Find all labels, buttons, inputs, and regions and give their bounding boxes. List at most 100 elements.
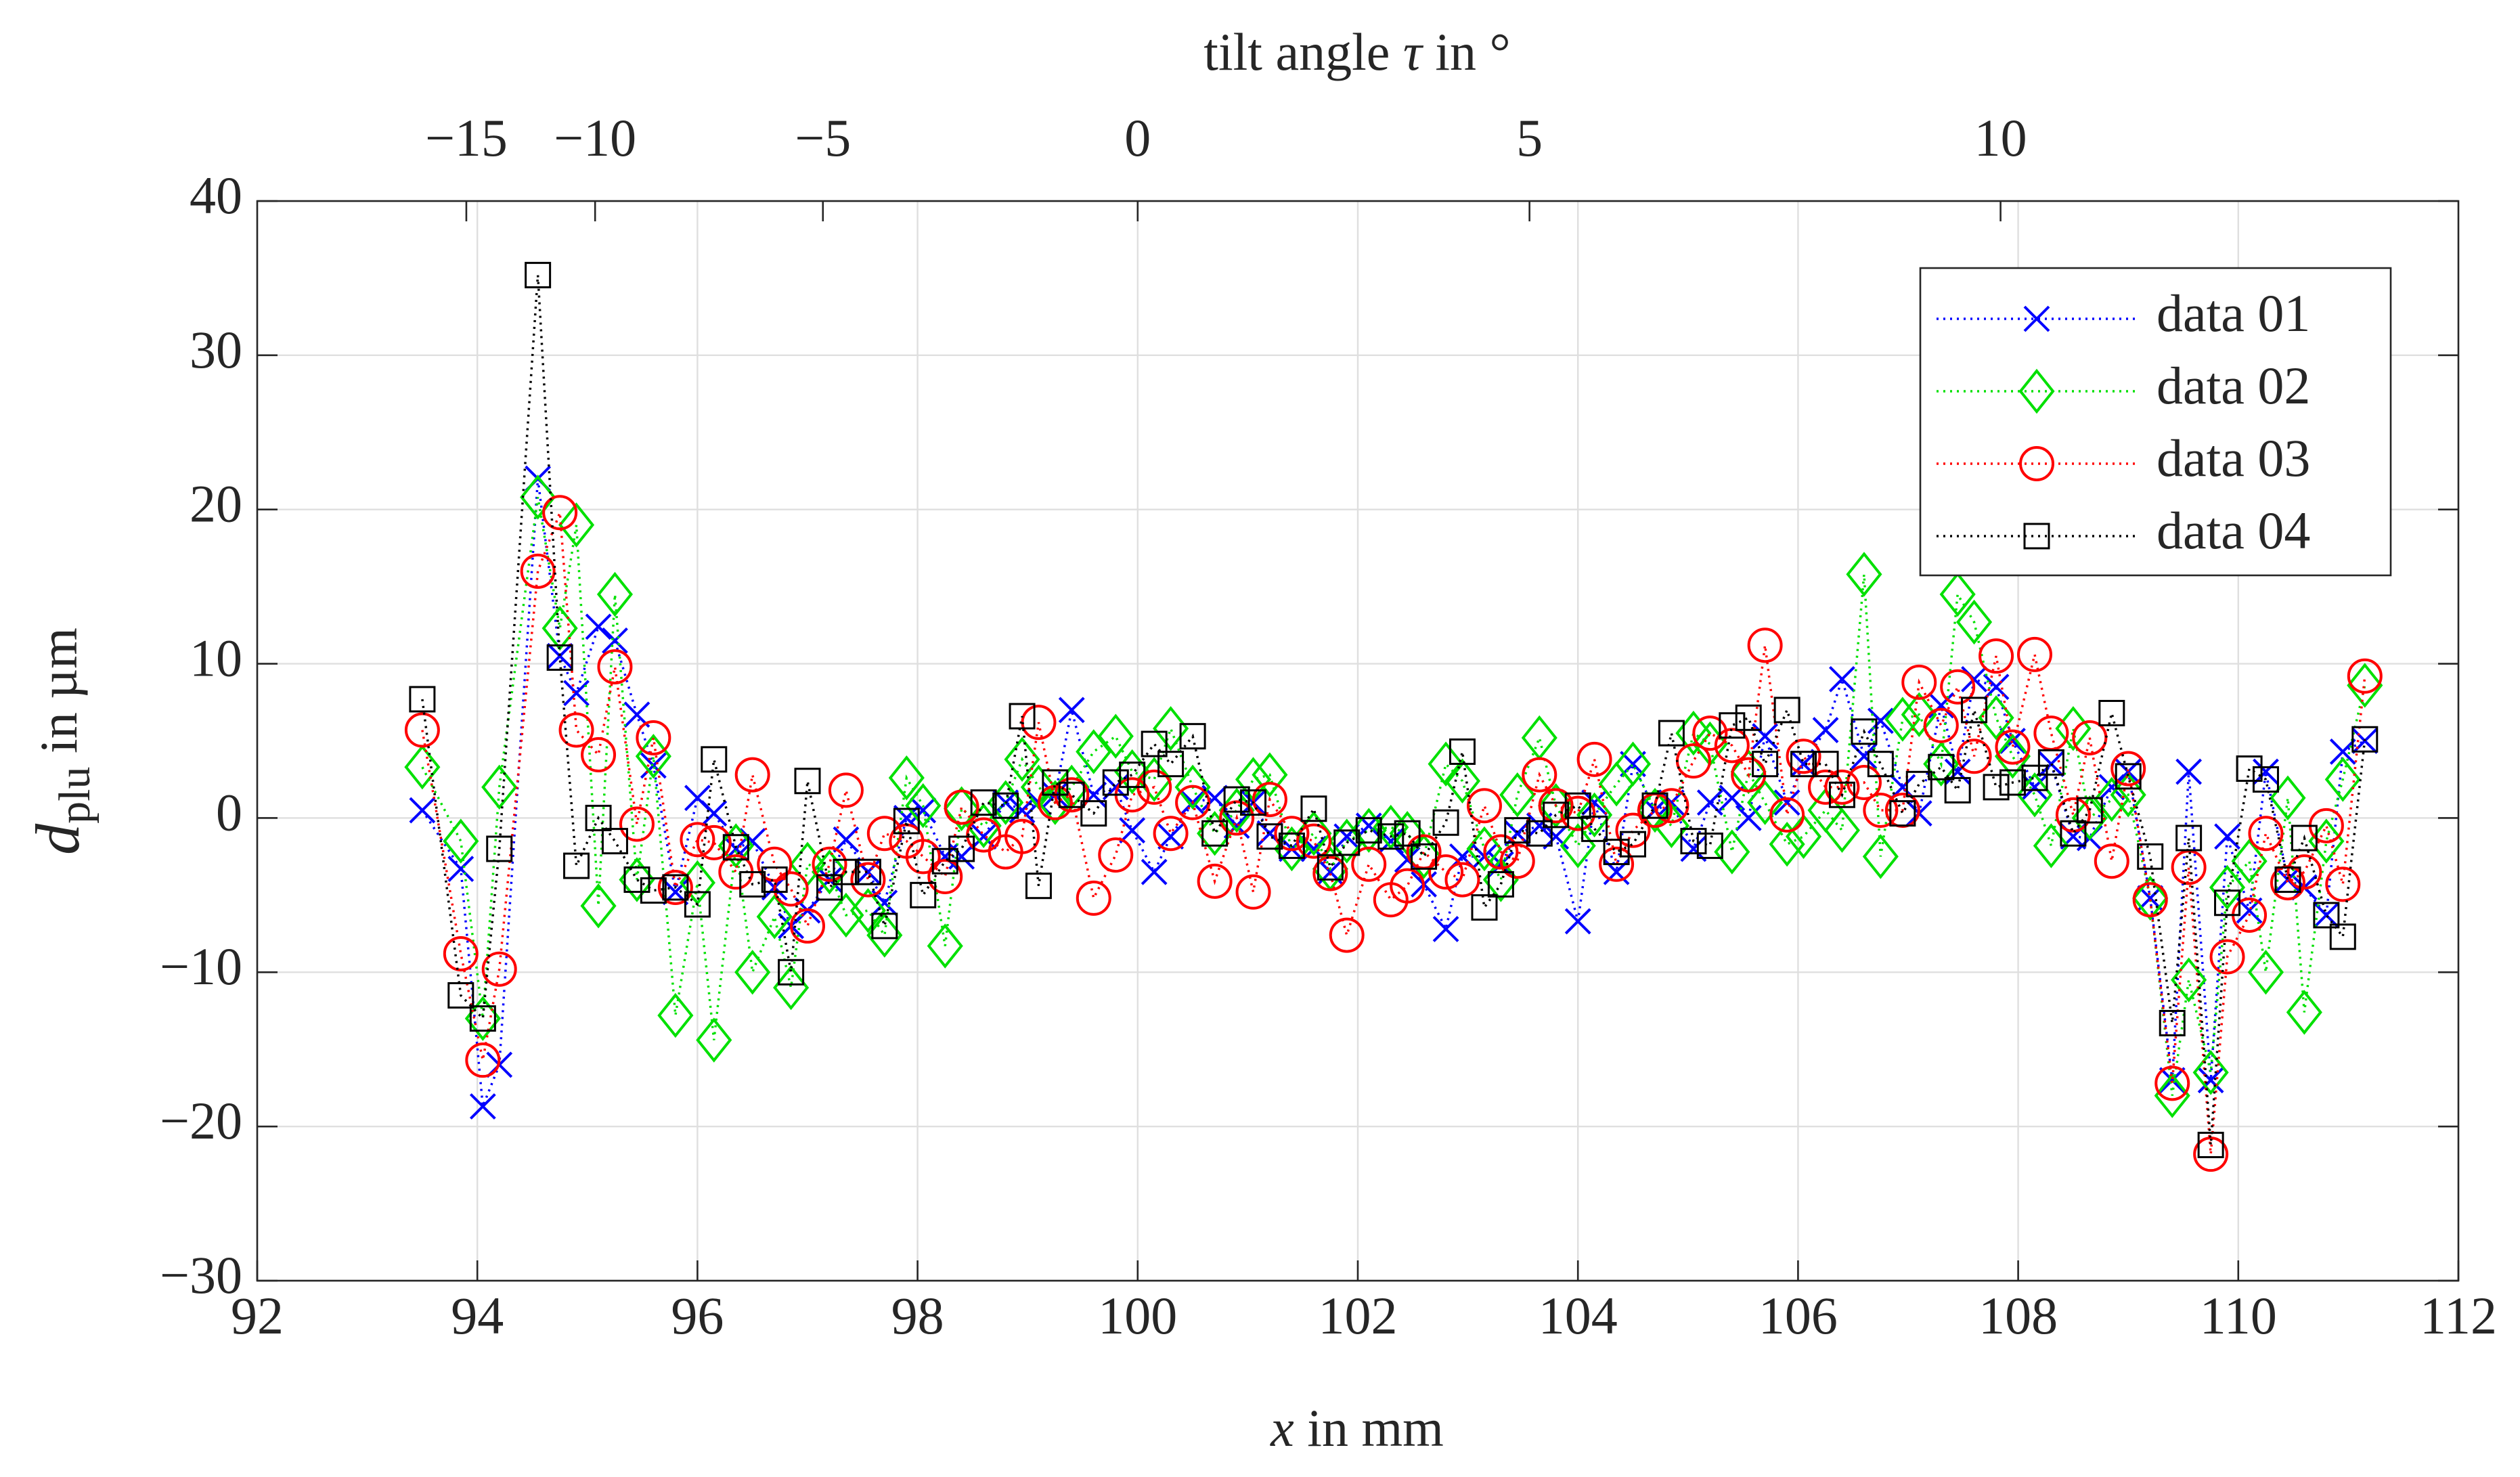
marker-circle: [1538, 788, 1574, 824]
marker-square: [2329, 923, 2356, 950]
marker-diamond: [619, 857, 655, 902]
marker-circle: [1615, 812, 1651, 848]
marker-x: [1696, 789, 1723, 816]
marker-diamond: [905, 782, 942, 829]
marker-square: [1680, 828, 1707, 855]
marker-square: [525, 261, 552, 288]
marker-circle: [2016, 636, 2052, 672]
marker-square: [1300, 795, 1327, 822]
series: [404, 495, 2383, 1172]
marker-square: [2137, 843, 2164, 870]
marker-diamond: [1076, 729, 1112, 774]
marker-square: [1240, 789, 1267, 816]
marker-square: [2023, 523, 2050, 550]
series: [409, 465, 2379, 1120]
marker-diamond: [1939, 571, 1976, 617]
marker-circle: [790, 908, 825, 944]
marker-circle: [1274, 816, 1310, 852]
marker-square: [1719, 712, 1746, 739]
marker-x: [469, 1093, 496, 1120]
marker-circle: [619, 806, 655, 842]
marker-circle: [2347, 658, 2383, 694]
marker-circle: [443, 935, 479, 971]
marker-square: [1119, 762, 1146, 789]
marker-circle: [1769, 797, 1805, 833]
marker-circle: [2072, 720, 2108, 755]
marker-square: [1867, 751, 1894, 778]
marker-diamond: [773, 965, 810, 1011]
marker-x: [1752, 723, 1779, 750]
marker-square: [684, 891, 711, 918]
x-tick-label: 92: [231, 1286, 284, 1345]
marker-square: [1828, 781, 1855, 808]
marker-square: [701, 746, 728, 773]
marker-diamond: [1769, 821, 1805, 867]
marker-circle: [1499, 843, 1535, 879]
marker-square: [2313, 902, 2340, 929]
marker-square: [585, 804, 612, 831]
marker-square: [469, 1005, 496, 1032]
marker-circle: [696, 824, 732, 860]
marker-square: [2197, 1131, 2224, 1158]
marker-diamond: [1955, 599, 1993, 645]
marker-diamond: [1428, 741, 1464, 787]
marker-circle: [2154, 1065, 2190, 1101]
marker-square: [1944, 776, 1971, 803]
marker-diamond: [1004, 736, 1040, 782]
marker-x: [1141, 858, 1168, 885]
marker-x: [910, 797, 937, 824]
marker-diamond: [1521, 715, 1557, 761]
marker-square: [1543, 801, 1570, 829]
marker-circle: [1390, 868, 1425, 904]
marker-square: [1696, 832, 1723, 859]
marker-x: [2329, 738, 2356, 765]
marker-diamond: [635, 734, 671, 779]
marker-square: [447, 982, 474, 1009]
marker-diamond: [580, 883, 617, 929]
marker-diamond: [2132, 875, 2169, 921]
marker-x: [1851, 743, 1878, 770]
marker-square: [1641, 792, 1668, 819]
marker-circle: [1483, 834, 1519, 870]
marker-square: [2037, 749, 2064, 776]
marker-diamond: [849, 887, 886, 933]
marker-square: [546, 644, 573, 671]
marker-diamond: [2231, 839, 2268, 884]
marker-square: [563, 852, 590, 879]
marker-x: [602, 627, 628, 654]
marker-diamond: [1846, 552, 1882, 597]
marker-x: [1119, 817, 1146, 844]
marker-circle: [481, 951, 517, 987]
marker-square: [486, 835, 513, 862]
marker-diamond: [1823, 808, 1861, 853]
marker-diamond: [1747, 780, 1784, 825]
x-tick-label: 110: [2200, 1286, 2277, 1345]
legend-label: data 01: [2157, 284, 2310, 343]
marker-diamond: [1405, 834, 1442, 879]
top-tick-label: 10: [1974, 108, 2027, 167]
marker-square: [2236, 755, 2263, 782]
marker-square: [1773, 697, 1800, 724]
marker-square: [1377, 823, 1405, 850]
marker-circle: [680, 822, 715, 858]
y-tick-label: 20: [190, 475, 242, 533]
marker-square: [1102, 769, 1129, 796]
marker-diamond: [657, 992, 694, 1038]
marker-diamond: [1097, 713, 1134, 759]
marker-circle: [773, 871, 809, 907]
x-tick-label: 96: [671, 1286, 724, 1345]
marker-diamond: [1174, 764, 1211, 810]
marker-diamond: [1153, 706, 1189, 751]
marker-diamond: [2071, 795, 2108, 841]
x-tick-label: 106: [1759, 1286, 1838, 1345]
legend-label: data 02: [2157, 356, 2310, 415]
x-tick-label: 108: [1979, 1286, 2058, 1345]
top-axis-label-unit: in °: [1422, 22, 1511, 81]
top-axis-label: tilt angle τ in °: [1203, 22, 1510, 81]
marker-square: [778, 958, 805, 986]
marker-square: [2159, 1009, 2186, 1036]
marker-circle: [2033, 715, 2069, 751]
marker-square: [1889, 800, 1916, 827]
marker-square: [1411, 843, 1438, 870]
